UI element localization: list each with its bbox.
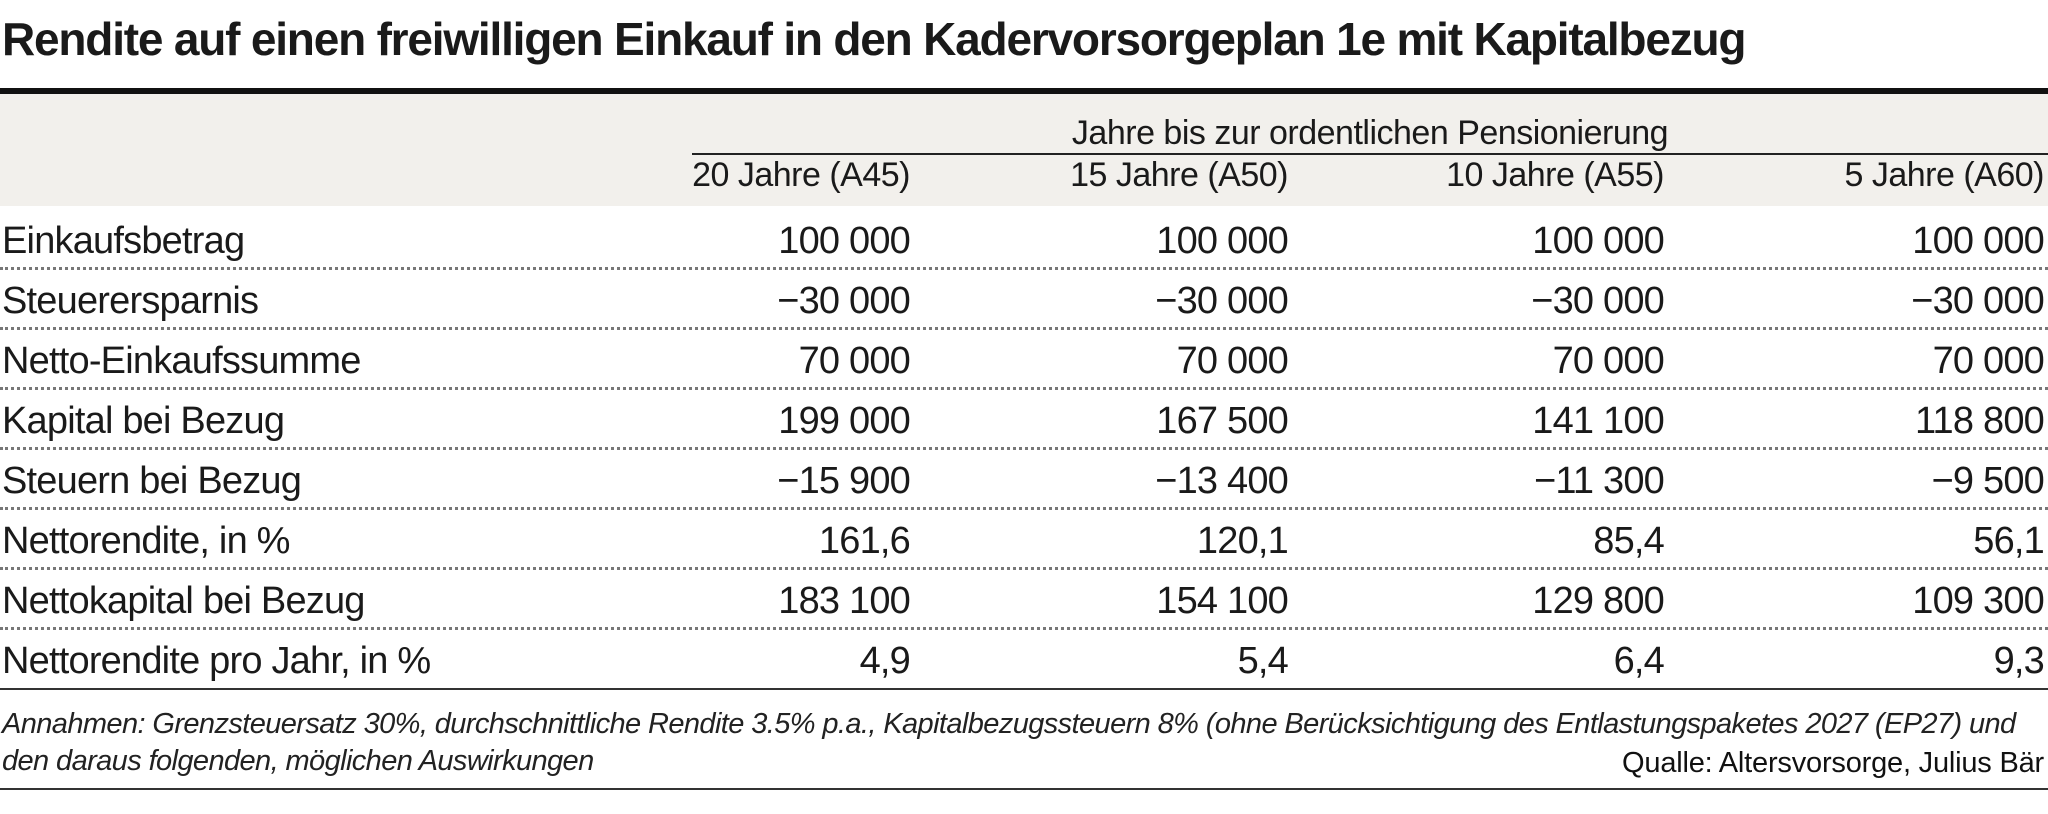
row-label: Steuerersparnis <box>2 280 259 322</box>
table-cell: 6,4 <box>1613 640 1665 682</box>
table-cell: −13 400 <box>1155 460 1289 502</box>
table-cell: 56,1 <box>1973 520 2045 562</box>
table-cell: −11 300 <box>1534 460 1665 502</box>
table-cell: 70 000 <box>1552 340 1665 382</box>
table-cell: 100 000 <box>778 220 911 262</box>
table-cell: 154 100 <box>1156 580 1289 622</box>
table-cell: −30 000 <box>1911 280 2045 322</box>
column-group-rule <box>692 153 2048 155</box>
table-cell: 199 000 <box>778 400 911 442</box>
table-cell: 9,3 <box>1993 640 2045 682</box>
table-cell: −9 500 <box>1931 460 2045 502</box>
table-row: Kapital bei Bezug 199 000 167 500 141 100 11… <box>0 390 2048 450</box>
row-divider <box>0 267 2048 270</box>
table-row: Steuern bei Bezug −15 900 −13 400 −11 300 −9… <box>0 450 2048 510</box>
table-cell: −30 000 <box>1531 280 1665 322</box>
column-header-1: 20 Jahre (A45) <box>692 156 910 194</box>
row-label: Nettorendite pro Jahr, in % <box>2 640 431 682</box>
table-cell: −30 000 <box>777 280 911 322</box>
table-cell: 70 000 <box>798 340 911 382</box>
table-cell: 70 000 <box>1176 340 1289 382</box>
table-cell: 5,4 <box>1237 640 1289 682</box>
column-header-2: 15 Jahre (A50) <box>1070 156 1288 194</box>
table-cell: −30 000 <box>1155 280 1289 322</box>
row-label: Kapital bei Bezug <box>2 400 285 442</box>
source-credit: Qualle: Altersvorsorge, Julius Bär <box>1622 747 2044 779</box>
bottom-rule <box>0 788 2048 790</box>
table-cell: 4,9 <box>859 640 911 682</box>
row-divider <box>0 688 2048 690</box>
header-band <box>0 94 2048 206</box>
table-row: Nettorendite pro Jahr, in % 4,9 5,4 6,4 9,3 <box>0 630 2048 690</box>
table-cell: 183 100 <box>778 580 911 622</box>
table-cell: −15 900 <box>777 460 911 502</box>
table-cell: 167 500 <box>1156 400 1289 442</box>
table-row: Netto-Einkaufssumme 70 000 70 000 70 000 70 … <box>0 330 2048 390</box>
table-row: Nettorendite, in % 161,6 120,1 85,4 56,1 <box>0 510 2048 570</box>
row-label: Steuern bei Bezug <box>2 460 302 502</box>
title-rule <box>0 88 2048 94</box>
table-cell: 100 000 <box>1156 220 1289 262</box>
row-divider <box>0 627 2048 630</box>
table-cell: 100 000 <box>1532 220 1665 262</box>
table-row: Nettokapital bei Bezug 183 100 154 100 129 … <box>0 570 2048 630</box>
row-label: Einkaufsbetrag <box>2 220 245 262</box>
table-cell: 141 100 <box>1532 400 1665 442</box>
row-divider <box>0 507 2048 510</box>
table-row: Einkaufsbetrag 100 000 100 000 100 000 100 0… <box>0 210 2048 270</box>
table-row: Steuerersparnis −30 000 −30 000 −30 000 −30 … <box>0 270 2048 330</box>
table-cell: 120,1 <box>1196 520 1289 562</box>
column-header-3: 10 Jahre (A55) <box>1446 156 1664 194</box>
column-header-4: 5 Jahre (A60) <box>1844 156 2045 194</box>
table-cell: 100 000 <box>1912 220 2045 262</box>
table-cell: 118 800 <box>1915 400 2045 442</box>
table-cell: 129 800 <box>1532 580 1665 622</box>
chart-title: Rendite auf einen freiwilligen Einkauf i… <box>2 13 1747 65</box>
table-cell: 85,4 <box>1593 520 1665 562</box>
table-cell: 161,6 <box>818 520 911 562</box>
column-group-label: Jahre bis zur ordentlichen Pensionierung <box>1071 114 1669 152</box>
row-divider <box>0 447 2048 450</box>
table-cell: 70 000 <box>1932 340 2045 382</box>
row-divider <box>0 567 2048 570</box>
row-divider <box>0 327 2048 330</box>
row-label: Nettokapital bei Bezug <box>2 580 365 622</box>
table-cell: 109 300 <box>1912 580 2045 622</box>
row-divider <box>0 387 2048 390</box>
footnote: Annahmen: Grenzsteuersatz 30%, durchschn… <box>2 708 2016 777</box>
row-label: Netto-Einkaufssumme <box>2 340 361 382</box>
row-label: Nettorendite, in % <box>2 520 290 562</box>
